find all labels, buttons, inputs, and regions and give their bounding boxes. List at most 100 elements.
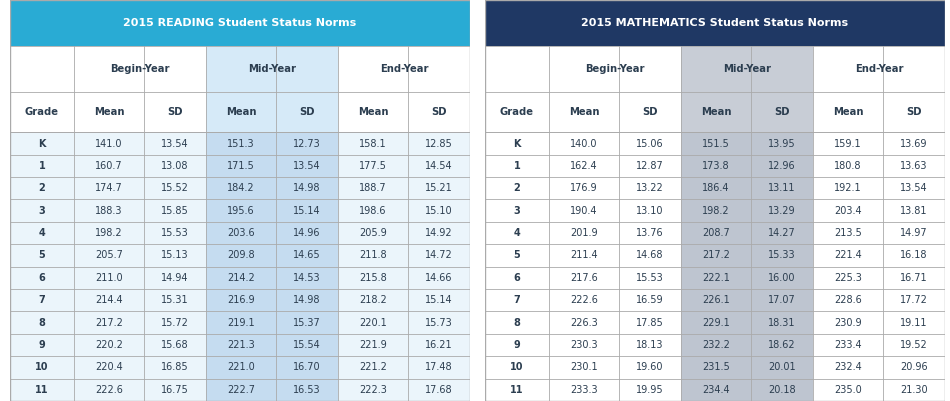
Text: 211.4: 211.4 [570, 251, 598, 261]
Text: 17.85: 17.85 [636, 318, 664, 328]
Text: 208.7: 208.7 [702, 228, 730, 238]
Text: 159.1: 159.1 [834, 138, 862, 148]
Text: 218.2: 218.2 [359, 295, 387, 305]
Text: 19.52: 19.52 [901, 340, 928, 350]
Text: 13.54: 13.54 [162, 138, 189, 148]
Text: 233.3: 233.3 [570, 385, 598, 395]
Text: 17.48: 17.48 [426, 363, 453, 373]
Text: 15.13: 15.13 [162, 251, 189, 261]
Text: 140.0: 140.0 [570, 138, 598, 148]
Text: 235.0: 235.0 [834, 385, 862, 395]
Text: 17.07: 17.07 [769, 295, 796, 305]
Text: 15.33: 15.33 [769, 251, 796, 261]
Text: 15.37: 15.37 [294, 318, 321, 328]
Text: SD: SD [167, 107, 182, 117]
Text: 11: 11 [35, 385, 48, 395]
Text: 15.14: 15.14 [294, 206, 321, 216]
Text: 16.00: 16.00 [769, 273, 796, 283]
Text: 221.4: 221.4 [834, 251, 862, 261]
Text: 14.65: 14.65 [294, 251, 321, 261]
Text: 222.7: 222.7 [227, 385, 255, 395]
Text: 180.8: 180.8 [834, 161, 862, 171]
Text: 232.2: 232.2 [702, 340, 730, 350]
Text: 11: 11 [510, 385, 523, 395]
Text: 16.59: 16.59 [636, 295, 664, 305]
Text: Mid-Year: Mid-Year [723, 64, 771, 74]
Text: Mean: Mean [833, 107, 864, 117]
Text: 16.53: 16.53 [294, 385, 321, 395]
Text: 3: 3 [39, 206, 46, 216]
Text: Mean: Mean [358, 107, 389, 117]
Text: 17.68: 17.68 [426, 385, 453, 395]
Text: 20.01: 20.01 [769, 363, 796, 373]
Text: 1: 1 [39, 161, 46, 171]
Text: 162.4: 162.4 [570, 161, 598, 171]
Text: 190.4: 190.4 [570, 206, 598, 216]
Text: 13.10: 13.10 [636, 206, 664, 216]
Text: 211.0: 211.0 [95, 273, 123, 283]
Text: 14.27: 14.27 [769, 228, 796, 238]
Text: 201.9: 201.9 [570, 228, 598, 238]
Text: 228.6: 228.6 [834, 295, 862, 305]
Text: 15.68: 15.68 [162, 340, 189, 350]
Text: SD: SD [431, 107, 446, 117]
Text: End-Year: End-Year [380, 64, 428, 74]
Text: 211.8: 211.8 [359, 251, 387, 261]
Text: 151.3: 151.3 [227, 138, 255, 148]
Text: 4: 4 [514, 228, 521, 238]
Text: 229.1: 229.1 [702, 318, 730, 328]
Text: 2: 2 [514, 183, 521, 193]
Text: 17.72: 17.72 [900, 295, 928, 305]
Text: 15.10: 15.10 [426, 206, 453, 216]
Text: 141.0: 141.0 [95, 138, 123, 148]
Text: 9: 9 [514, 340, 521, 350]
Text: 221.3: 221.3 [227, 340, 255, 350]
Text: 215.8: 215.8 [359, 273, 387, 283]
Text: 174.7: 174.7 [95, 183, 123, 193]
Text: 6: 6 [514, 273, 521, 283]
Text: 188.7: 188.7 [359, 183, 387, 193]
Text: 16.75: 16.75 [162, 385, 189, 395]
Text: 14.94: 14.94 [162, 273, 189, 283]
Text: 171.5: 171.5 [227, 161, 255, 171]
Text: 214.2: 214.2 [227, 273, 255, 283]
Text: 205.9: 205.9 [359, 228, 387, 238]
Text: 226.1: 226.1 [702, 295, 730, 305]
Text: 151.5: 151.5 [702, 138, 730, 148]
Text: 15.85: 15.85 [162, 206, 189, 216]
Text: 15.14: 15.14 [426, 295, 453, 305]
Text: Begin-Year: Begin-Year [110, 64, 170, 74]
Text: 160.7: 160.7 [95, 161, 123, 171]
Text: 21.30: 21.30 [901, 385, 928, 395]
Text: 233.4: 233.4 [834, 340, 862, 350]
Text: 12.85: 12.85 [426, 138, 453, 148]
Text: 220.1: 220.1 [359, 318, 387, 328]
Text: 7: 7 [514, 295, 521, 305]
Text: 16.85: 16.85 [162, 363, 189, 373]
Text: 225.3: 225.3 [834, 273, 862, 283]
Text: End-Year: End-Year [855, 64, 903, 74]
Text: 14.98: 14.98 [294, 295, 321, 305]
Text: 14.68: 14.68 [636, 251, 664, 261]
Text: 198.2: 198.2 [95, 228, 123, 238]
Text: 158.1: 158.1 [359, 138, 387, 148]
Text: 203.6: 203.6 [227, 228, 255, 238]
Text: Mean: Mean [94, 107, 124, 117]
Text: 217.2: 217.2 [95, 318, 124, 328]
Text: 5: 5 [39, 251, 46, 261]
Text: Mean: Mean [569, 107, 599, 117]
Text: 9: 9 [39, 340, 46, 350]
Text: 2: 2 [39, 183, 46, 193]
Text: 18.13: 18.13 [636, 340, 664, 350]
Text: 15.52: 15.52 [162, 183, 189, 193]
Text: Mean: Mean [701, 107, 732, 117]
Text: 8: 8 [38, 318, 46, 328]
Text: 213.5: 213.5 [834, 228, 862, 238]
Text: 8: 8 [513, 318, 521, 328]
Text: 231.5: 231.5 [702, 363, 730, 373]
Text: 18.31: 18.31 [769, 318, 796, 328]
Text: 13.29: 13.29 [769, 206, 796, 216]
Text: 221.0: 221.0 [227, 363, 255, 373]
Text: 1: 1 [514, 161, 521, 171]
Text: 2015 READING Student Status Norms: 2015 READING Student Status Norms [124, 18, 356, 28]
